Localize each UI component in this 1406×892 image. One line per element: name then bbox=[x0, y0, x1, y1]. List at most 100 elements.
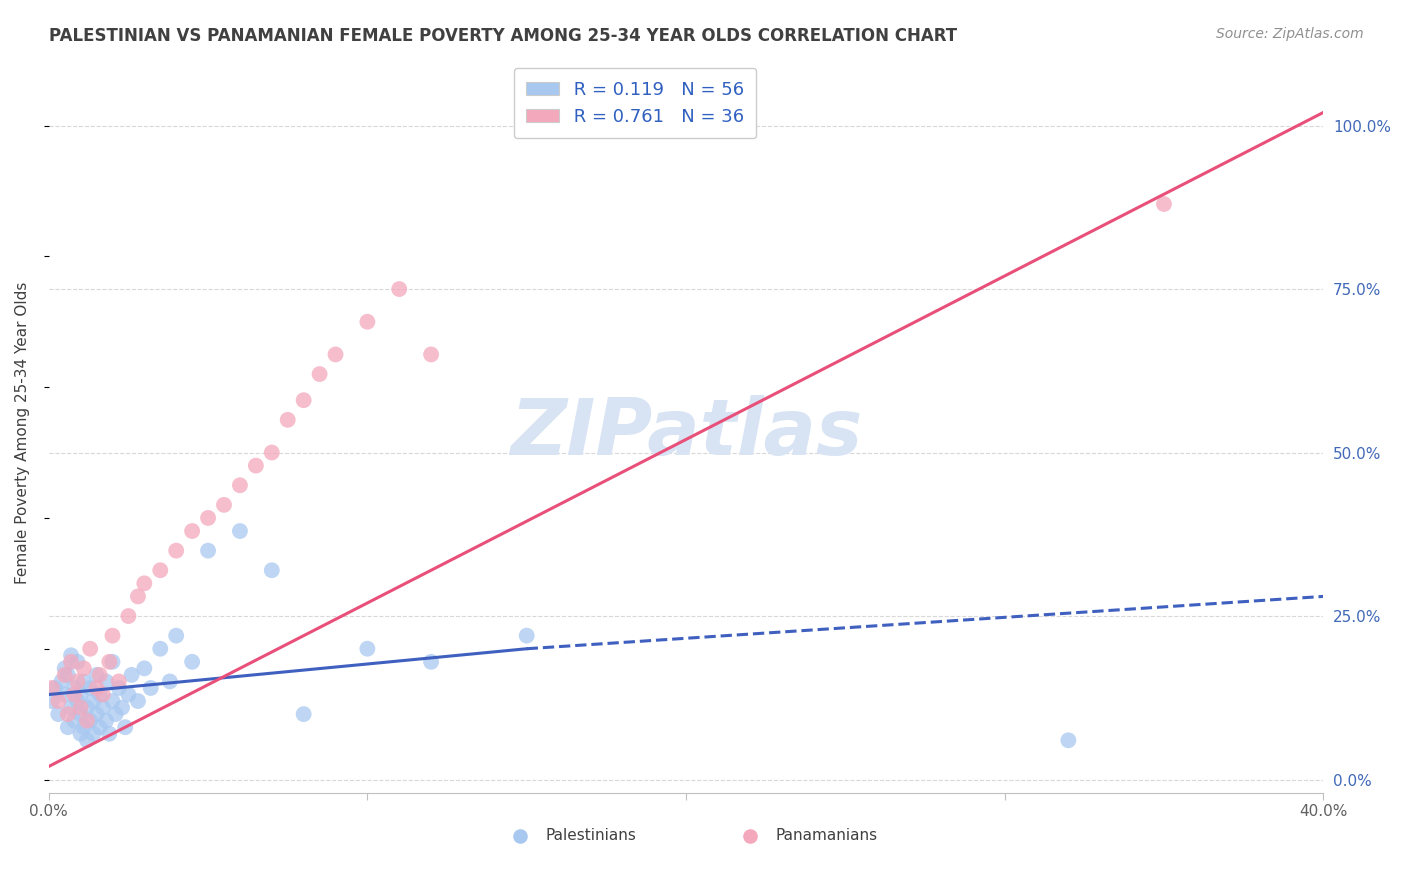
Point bbox=[56, 668, 79, 682]
Point bbox=[94, 714, 117, 728]
Point bbox=[229, 524, 252, 538]
Point bbox=[44, 681, 66, 695]
Point bbox=[260, 563, 283, 577]
Point bbox=[73, 674, 96, 689]
Legend:  R = 0.119   N = 56,  R = 0.761   N = 36: R = 0.119 N = 56, R = 0.761 N = 36 bbox=[513, 68, 756, 138]
Point bbox=[1216, 812, 1239, 826]
Point bbox=[53, 668, 76, 682]
Point bbox=[56, 720, 79, 734]
Point bbox=[63, 714, 86, 728]
Point bbox=[89, 720, 111, 734]
Point bbox=[197, 543, 219, 558]
Text: Source: ZipAtlas.com: Source: ZipAtlas.com bbox=[1216, 27, 1364, 41]
Point bbox=[1057, 733, 1080, 747]
Point bbox=[127, 590, 149, 604]
Text: Panamanians: Panamanians bbox=[775, 829, 877, 843]
Point bbox=[91, 688, 114, 702]
Point bbox=[149, 641, 172, 656]
Point bbox=[79, 681, 101, 695]
Point bbox=[111, 700, 134, 714]
Text: PALESTINIAN VS PANAMANIAN FEMALE POVERTY AMONG 25-34 YEAR OLDS CORRELATION CHART: PALESTINIAN VS PANAMANIAN FEMALE POVERTY… bbox=[49, 27, 957, 45]
Point bbox=[134, 661, 156, 675]
Point bbox=[101, 655, 124, 669]
Point bbox=[89, 688, 111, 702]
Point bbox=[181, 524, 204, 538]
Point bbox=[60, 655, 83, 669]
Point bbox=[104, 707, 127, 722]
Point bbox=[197, 511, 219, 525]
Point bbox=[60, 700, 83, 714]
Point bbox=[420, 347, 443, 361]
Point bbox=[98, 727, 121, 741]
Point bbox=[69, 688, 91, 702]
Point bbox=[46, 707, 69, 722]
Point bbox=[66, 694, 89, 708]
Point bbox=[212, 498, 235, 512]
Point bbox=[149, 563, 172, 577]
Point bbox=[121, 668, 143, 682]
Point bbox=[63, 681, 86, 695]
Point bbox=[117, 688, 139, 702]
Y-axis label: Female Poverty Among 25-34 Year Olds: Female Poverty Among 25-34 Year Olds bbox=[15, 282, 30, 584]
Point bbox=[277, 413, 299, 427]
Point bbox=[60, 648, 83, 663]
Point bbox=[86, 668, 108, 682]
Point bbox=[66, 655, 89, 669]
Point bbox=[325, 347, 347, 361]
Point bbox=[86, 681, 108, 695]
Point bbox=[76, 714, 98, 728]
Point bbox=[41, 681, 63, 695]
Point bbox=[79, 641, 101, 656]
Point bbox=[66, 674, 89, 689]
Point bbox=[86, 707, 108, 722]
Point bbox=[114, 720, 136, 734]
Point bbox=[101, 629, 124, 643]
Point bbox=[41, 694, 63, 708]
Point bbox=[117, 609, 139, 624]
Point bbox=[308, 367, 330, 381]
Point bbox=[292, 393, 315, 408]
Point bbox=[356, 315, 378, 329]
Point bbox=[89, 668, 111, 682]
Point bbox=[76, 700, 98, 714]
Point bbox=[101, 694, 124, 708]
Point bbox=[388, 282, 411, 296]
Point bbox=[159, 674, 181, 689]
Point bbox=[69, 707, 91, 722]
Point bbox=[292, 707, 315, 722]
Point bbox=[73, 661, 96, 675]
Point bbox=[165, 543, 187, 558]
Point bbox=[56, 707, 79, 722]
Point bbox=[134, 576, 156, 591]
Point bbox=[63, 688, 86, 702]
Point bbox=[46, 694, 69, 708]
Point bbox=[73, 720, 96, 734]
Point bbox=[79, 714, 101, 728]
Text: Palestinians: Palestinians bbox=[546, 829, 637, 843]
Point bbox=[356, 641, 378, 656]
Point bbox=[51, 674, 73, 689]
Point bbox=[69, 700, 91, 714]
Point bbox=[245, 458, 267, 473]
Point bbox=[181, 655, 204, 669]
Point bbox=[69, 727, 91, 741]
Point bbox=[94, 674, 117, 689]
Point bbox=[98, 655, 121, 669]
Point bbox=[127, 694, 149, 708]
Point bbox=[76, 733, 98, 747]
Point bbox=[82, 694, 104, 708]
Point bbox=[165, 629, 187, 643]
Point bbox=[1153, 197, 1175, 211]
Point bbox=[91, 700, 114, 714]
Point bbox=[260, 445, 283, 459]
Text: ZIPatlas: ZIPatlas bbox=[510, 395, 862, 471]
Point bbox=[420, 655, 443, 669]
Point bbox=[108, 674, 131, 689]
Point bbox=[139, 681, 162, 695]
Point bbox=[53, 661, 76, 675]
Point bbox=[516, 629, 538, 643]
Point bbox=[108, 681, 131, 695]
Point bbox=[229, 478, 252, 492]
Point bbox=[53, 688, 76, 702]
Point bbox=[82, 727, 104, 741]
